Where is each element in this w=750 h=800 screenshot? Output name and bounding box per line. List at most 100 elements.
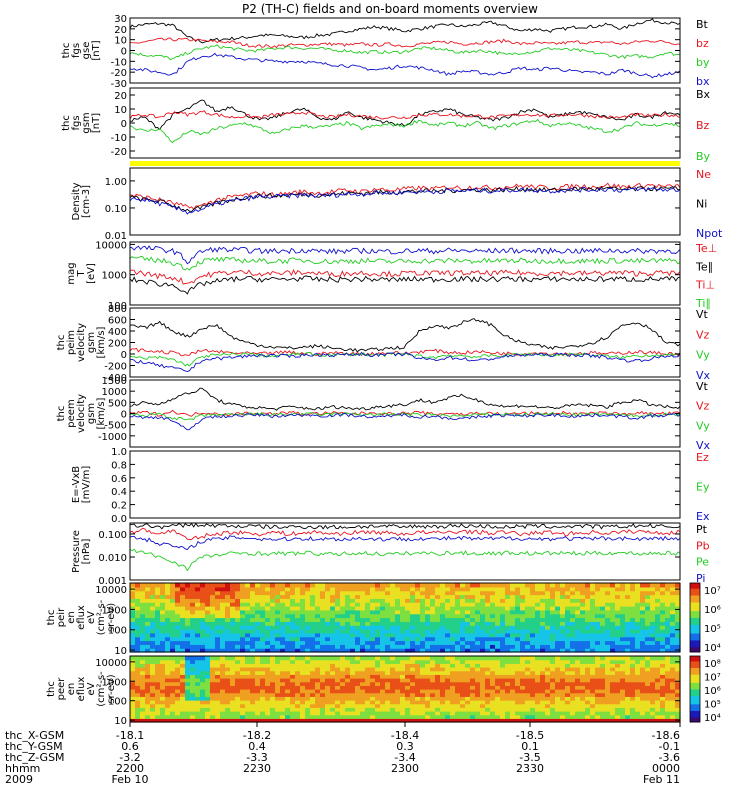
spectrogram-cell (150, 613, 156, 619)
spectrogram-cell (260, 590, 266, 596)
spectrogram-cell (195, 685, 201, 690)
spectrogram-cell (230, 681, 236, 686)
spectrogram-cell (665, 707, 671, 712)
spectrogram-cell (190, 707, 196, 712)
spectrogram-cell (305, 586, 311, 592)
spectrogram-cell (625, 659, 631, 664)
spectrogram-cell (185, 636, 191, 642)
spectrogram-cell (580, 617, 586, 622)
spectrogram-cell (555, 667, 561, 672)
spectrogram-cell (470, 663, 476, 668)
spectrogram-cell (365, 636, 371, 642)
spectrogram-cell (280, 606, 286, 611)
spectrogram-cell (250, 670, 256, 675)
spectrogram-cell (180, 670, 186, 675)
spectrogram-cell (350, 617, 356, 622)
spectrogram-cell (220, 667, 226, 672)
spectrogram-cell (195, 700, 201, 705)
spectrogram-cell (140, 613, 146, 619)
spectrogram-cell (325, 621, 331, 626)
spectrogram-cell (585, 718, 591, 723)
spectrogram-cell (365, 718, 371, 723)
spectrogram-cell (445, 598, 451, 603)
spectrogram-cell (335, 718, 341, 723)
spectrogram-cell (210, 707, 216, 712)
spectrogram-cell (460, 667, 466, 672)
spectrogram-cell (445, 714, 451, 719)
spectrogram-cell (310, 692, 316, 697)
spectrogram-cell (255, 602, 261, 607)
spectrogram-cell (255, 689, 261, 694)
spectrogram-cell (335, 678, 341, 683)
spectrogram-cell (355, 629, 361, 634)
spectrogram-cell (415, 703, 421, 708)
spectrogram-cell (445, 663, 451, 668)
spectrogram-cell (485, 674, 491, 679)
spectrogram-cell (460, 602, 466, 607)
spectrogram-cell (355, 714, 361, 719)
spectrogram-cell (570, 714, 576, 719)
spectrogram-cell (370, 703, 376, 708)
spectrogram-cell (230, 718, 236, 723)
spectrogram-cell (155, 689, 161, 694)
spectrogram-cell (195, 629, 201, 634)
spectrogram-cell (370, 711, 376, 716)
spectrogram-cell (390, 609, 396, 615)
spectrogram-cell (205, 685, 211, 690)
colorbar-segment (690, 641, 700, 644)
spectrogram-cell (170, 636, 176, 642)
spectrogram-cell (185, 703, 191, 708)
spectrogram-cell (255, 598, 261, 603)
spectrogram-cell (500, 632, 506, 638)
spectrogram-cell (450, 718, 456, 723)
spectrogram-cell (165, 714, 171, 719)
spectrogram-cell (640, 678, 646, 683)
spectrogram-cell (200, 681, 206, 686)
spectrogram-cell (565, 625, 571, 630)
spectrogram-cell (310, 689, 316, 694)
series-line-bz (129, 37, 681, 49)
spectrogram-cell (600, 656, 606, 661)
spectrogram-cell (480, 689, 486, 694)
spectrogram-cell (590, 648, 596, 653)
spectrogram-cell (215, 670, 221, 675)
spectrogram-cell (265, 703, 271, 708)
y-tick-label: 200 (108, 339, 127, 350)
y-tick-label: 10000 (95, 240, 127, 251)
colorbar-segment (690, 586, 700, 589)
spectrogram-cell (405, 696, 411, 701)
spectrogram-cell (245, 609, 251, 615)
spectrogram-cell (215, 692, 221, 697)
spectrogram-cell (400, 586, 406, 592)
spectrogram-cell (220, 594, 226, 599)
spectrogram-cell (235, 621, 241, 626)
spectrogram-cell (480, 711, 486, 716)
spectrogram-cell (450, 590, 456, 596)
spectrogram-cell (130, 583, 136, 588)
spectrogram-cell (175, 640, 181, 645)
spectrogram-cell (625, 689, 631, 694)
spectrogram-cell (360, 629, 366, 634)
spectrogram-cell (250, 718, 256, 723)
spectrogram-cell (240, 644, 246, 649)
spectrogram-cell (355, 594, 361, 599)
spectrogram-cell (330, 594, 336, 599)
spectrogram-cell (320, 625, 326, 630)
spectrogram-cell (585, 678, 591, 683)
spectrogram-cell (380, 685, 386, 690)
spectrogram-cell (300, 625, 306, 630)
spectrogram-cell (210, 632, 216, 638)
spectrogram-cell (420, 644, 426, 649)
spectrogram-cell (330, 685, 336, 690)
spectrogram-cell (560, 681, 566, 686)
spectrogram-cell (275, 606, 281, 611)
spectrogram-cell (420, 606, 426, 611)
spectrogram-cell (650, 632, 656, 638)
spectrogram-cell (400, 594, 406, 599)
spectrogram-cell (160, 644, 166, 649)
spectrogram-cell (665, 700, 671, 705)
spectrogram-cell (185, 606, 191, 611)
spectrogram-cell (580, 703, 586, 708)
spectrogram-cell (365, 678, 371, 683)
spectrogram-cell (645, 632, 651, 638)
